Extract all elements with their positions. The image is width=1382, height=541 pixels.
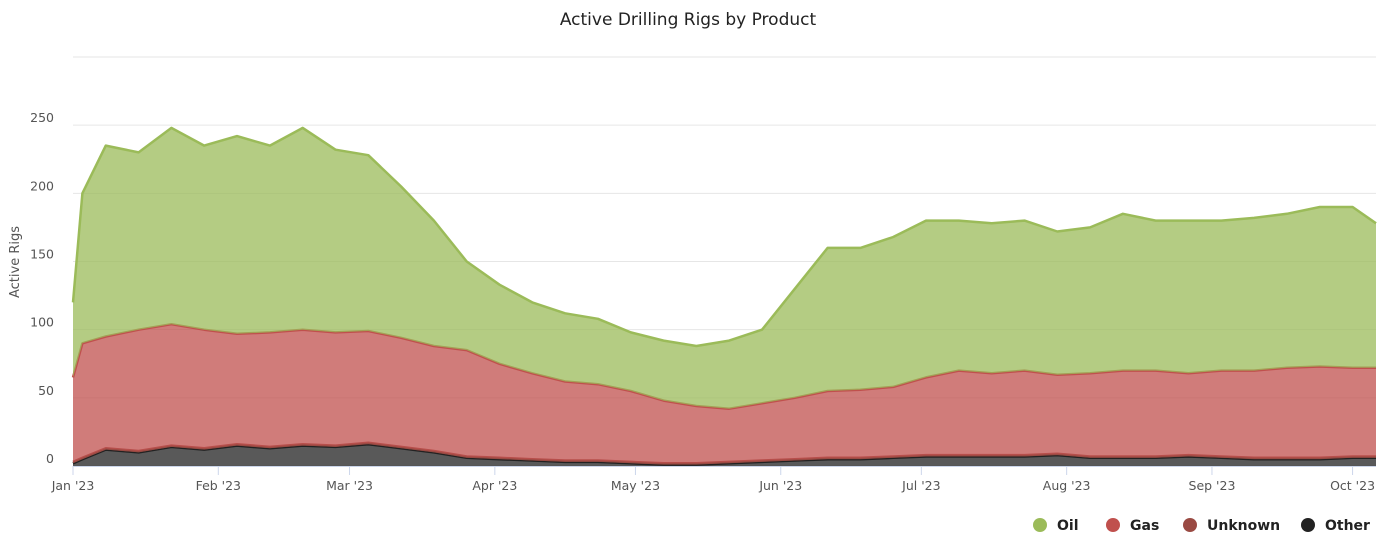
y-tick-label: 200	[30, 178, 54, 193]
area-gas	[73, 324, 1376, 464]
x-tick-label: Mar '23	[326, 478, 373, 493]
x-tick-label: Jul '23	[901, 478, 940, 493]
line-other	[72, 442, 1376, 466]
x-tick-label: Feb '23	[196, 478, 241, 493]
x-tick-label: Oct '23	[1330, 478, 1375, 493]
x-tick-label: Sep '23	[1189, 478, 1236, 493]
legend-item-gas[interactable]: Gas	[1106, 518, 1159, 534]
x-axis-ticks: Jan '23 Feb '23 Mar '23 Apr '23 May '23 Jun '…	[51, 466, 1376, 493]
legend-label: Oil	[1057, 518, 1079, 534]
y-axis-label: Active Rigs	[8, 226, 23, 298]
x-tick-label: Aug '23	[1043, 478, 1091, 493]
legend-label: Unknown	[1207, 518, 1280, 534]
x-tick-label: Jun '23	[758, 478, 802, 493]
y-tick-label: 100	[30, 315, 54, 330]
legend-label: Other	[1325, 518, 1370, 534]
series-oil	[71, 126, 1377, 409]
legend-item-other[interactable]: Other	[1301, 518, 1370, 534]
legend-marker-icon	[1033, 518, 1047, 532]
y-axis-ticks: 0 50 100 150 200 250	[30, 110, 54, 466]
y-tick-label: 150	[30, 247, 54, 262]
area-oil	[73, 127, 1376, 409]
y-tick-label: 0	[46, 451, 54, 466]
legend-item-unknown[interactable]: Unknown	[1183, 518, 1280, 534]
line-oil	[71, 126, 1377, 348]
legend-marker-icon	[1301, 518, 1315, 532]
legend-marker-icon	[1106, 518, 1120, 532]
x-tick-label: Apr '23	[472, 478, 517, 493]
series-other	[72, 442, 1376, 466]
x-tick-label: May '23	[611, 478, 660, 493]
area-other	[73, 444, 1376, 466]
y-tick-label: 250	[30, 110, 54, 125]
legend-label: Gas	[1130, 518, 1159, 534]
legend-marker-icon	[1183, 518, 1197, 532]
area-series	[71, 126, 1377, 466]
legend-item-oil[interactable]: Oil	[1033, 518, 1079, 534]
y-tick-label: 50	[38, 383, 54, 398]
x-tick-label: Jan '23	[51, 478, 95, 493]
chart-title: Active Drilling Rigs by Product	[560, 10, 817, 30]
legend: Oil Gas Unknown Other	[1033, 518, 1370, 534]
